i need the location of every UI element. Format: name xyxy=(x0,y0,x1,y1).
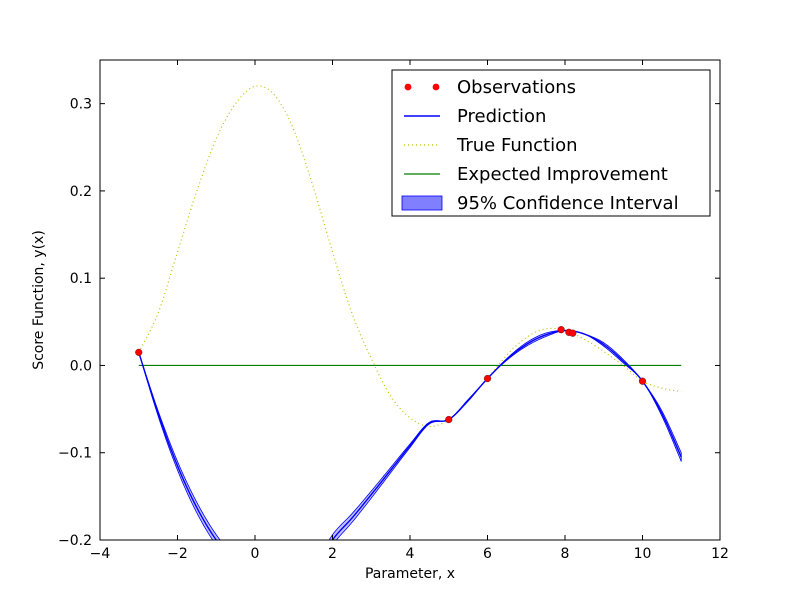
y-tick-label: −0.1 xyxy=(58,446,92,462)
observation-point xyxy=(557,326,565,334)
y-tick-label: 0.2 xyxy=(70,184,92,200)
observation-point xyxy=(483,374,492,383)
legend-label: 95% Confidence Interval xyxy=(457,193,679,214)
x-tick-label: 4 xyxy=(406,546,415,562)
x-tick-label: −2 xyxy=(167,546,188,562)
legend-label: Observations xyxy=(457,77,576,98)
legend-box xyxy=(391,69,711,217)
x-tick-label: 6 xyxy=(483,546,492,562)
x-tick-label: 2 xyxy=(328,546,337,562)
series-layer xyxy=(135,85,682,540)
observation-point xyxy=(569,329,577,337)
x-axis-label: Parameter, x xyxy=(365,566,455,582)
legend-label: True Function xyxy=(456,135,578,156)
true-function-line xyxy=(138,85,682,428)
y-tick-label: 0.0 xyxy=(70,358,92,374)
x-tick-label: −4 xyxy=(90,546,111,562)
y-tick-label: 0.3 xyxy=(70,97,92,113)
x-tick-label: 8 xyxy=(561,546,570,562)
x-tick-label: 12 xyxy=(711,546,729,562)
legend-marker-observations xyxy=(432,83,440,91)
observation-point xyxy=(135,348,143,356)
prediction-line xyxy=(138,329,682,540)
y-tick-label: −0.2 xyxy=(58,533,92,549)
y-axis-label: Score Function, y(x) xyxy=(31,230,47,370)
legend-label: Expected Improvement xyxy=(457,164,668,185)
legend-label: Prediction xyxy=(457,106,546,127)
y-tick-label: 0.1 xyxy=(70,271,92,287)
observation-point xyxy=(445,416,453,424)
x-tick-label: 10 xyxy=(634,546,652,562)
ticks-layer: −4 −2 0 2 4 6 8 10 12 −0.2 −0.1 0.0 0.1 0.2 0.3 xyxy=(58,60,729,562)
legend-marker-observations xyxy=(404,83,412,91)
legend-marker-confidence-interval xyxy=(401,195,443,211)
observation-point xyxy=(638,377,647,385)
x-tick-label: 0 xyxy=(251,546,260,562)
legend: Observations Prediction True Function Expec… xyxy=(391,69,711,217)
